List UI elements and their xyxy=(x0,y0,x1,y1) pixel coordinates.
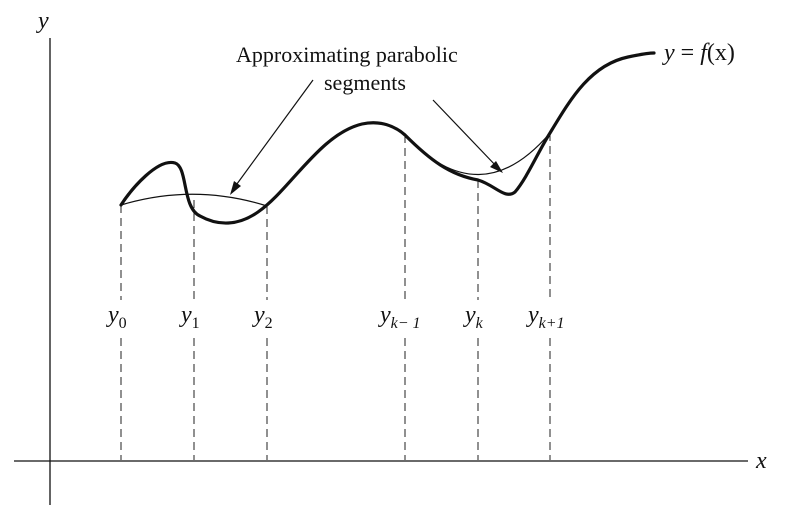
arrow-right-shaft xyxy=(432,99,499,169)
y-axis-label: y xyxy=(36,8,49,34)
x-axis-label: x xyxy=(755,448,767,474)
axes xyxy=(14,38,748,505)
parabola-segment-1 xyxy=(120,193,268,207)
ordinate-lines xyxy=(120,133,551,460)
arrow-left-head xyxy=(230,181,241,195)
arrow-right-head xyxy=(490,161,503,173)
point-label-y0: y0 xyxy=(106,302,127,332)
parabolic-segments xyxy=(120,132,551,207)
arrow-left-shaft xyxy=(233,79,314,189)
curve-label: y = f(x) xyxy=(662,40,735,66)
function-curve xyxy=(119,51,656,225)
annotation-line-2: segments xyxy=(324,70,406,95)
point-label-yk-1: yk− 1 xyxy=(378,302,421,332)
annotation-line-1: Approximating parabolic xyxy=(236,42,458,67)
annotation-arrows xyxy=(230,79,503,195)
point-label-y2: y2 xyxy=(252,302,273,332)
point-label-y1: y1 xyxy=(179,302,200,332)
point-label-yk: yk xyxy=(463,302,484,332)
point-label-yk+1: yk+1 xyxy=(526,302,565,332)
